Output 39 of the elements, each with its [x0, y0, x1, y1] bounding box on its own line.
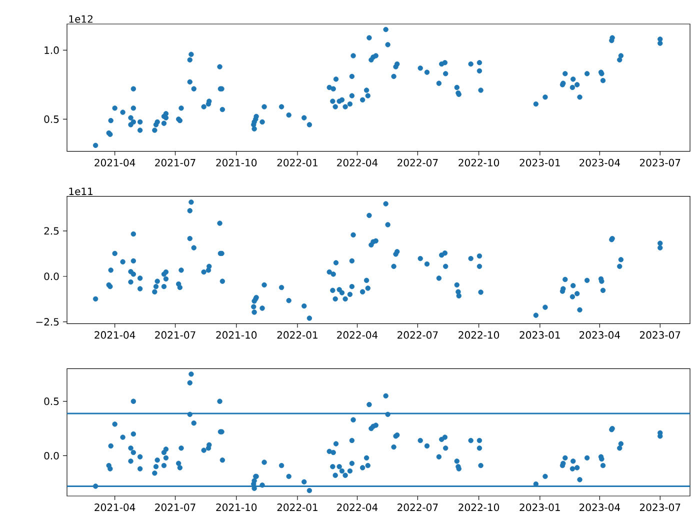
x-tick-label: 2022-07	[398, 158, 438, 166]
x-tick-label: 2022-07	[398, 504, 438, 512]
x-tick-label: 2021-07	[155, 331, 196, 339]
x-tick-label: 2022-10	[458, 158, 500, 166]
x-tick-label: 2021-10	[216, 331, 257, 339]
x-tick-label: 2022-04	[337, 158, 378, 166]
x-tick-label: 2023-04	[580, 331, 620, 339]
text: 1e11	[69, 188, 93, 196]
x-tick-label: 2021-04	[94, 504, 136, 512]
x-tick-label: 2023-01	[520, 331, 560, 339]
x-tick-label: 2023-04	[580, 158, 620, 166]
y-tick-label: 0.5	[44, 115, 59, 123]
x-tick-label: 2022-01	[277, 504, 318, 512]
x-tick-label: 2023-07	[640, 331, 680, 339]
y-tick-label: −2.5	[36, 318, 59, 326]
x-tick-label: 2023-01	[520, 504, 560, 512]
x-tick-label: 2022-04	[337, 504, 378, 512]
x-tick-label: 2021-10	[216, 158, 257, 166]
x-tick-label: 2021-10	[216, 504, 257, 512]
y-tick-label: 2.5	[44, 227, 59, 235]
y-tick-label: 1.0	[44, 46, 59, 54]
y-tick-label: 0.0	[44, 272, 59, 280]
x-tick-label: 2021-07	[155, 158, 196, 166]
x-tick-label: 2023-04	[580, 504, 620, 512]
x-tick-label: 2023-01	[520, 158, 560, 166]
x-tick-label: 2021-04	[94, 158, 136, 166]
y-tick-label: 0.0	[44, 452, 59, 460]
x-tick-label: 2023-07	[640, 504, 680, 512]
y-tick-label: 0.5	[44, 398, 59, 406]
x-tick-label: 2022-01	[277, 158, 318, 166]
x-tick-label: 2021-04	[94, 331, 136, 339]
x-tick-label: 2022-04	[337, 331, 378, 339]
x-tick-label: 2022-10	[458, 331, 500, 339]
text: 1e12	[69, 15, 92, 23]
x-tick-label: 2023-07	[640, 158, 680, 166]
x-tick-label: 2021-07	[155, 504, 196, 512]
x-tick-label: 2022-07	[398, 331, 438, 339]
x-tick-label: 2022-10	[458, 504, 500, 512]
x-tick-label: 2022-01	[277, 331, 318, 339]
